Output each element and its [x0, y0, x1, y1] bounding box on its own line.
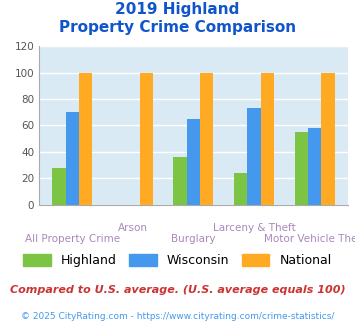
- Text: Compared to U.S. average. (U.S. average equals 100): Compared to U.S. average. (U.S. average …: [10, 285, 345, 295]
- Bar: [247, 108, 261, 205]
- Text: © 2025 CityRating.com - https://www.cityrating.com/crime-statistics/: © 2025 CityRating.com - https://www.city…: [21, 312, 334, 321]
- Bar: [261, 73, 274, 205]
- Bar: [234, 173, 247, 205]
- Text: Arson: Arson: [118, 223, 148, 233]
- Bar: [140, 73, 153, 205]
- Bar: [321, 73, 334, 205]
- Text: Property Crime Comparison: Property Crime Comparison: [59, 20, 296, 35]
- Text: Motor Vehicle Theft: Motor Vehicle Theft: [264, 234, 355, 244]
- Text: Burglary: Burglary: [171, 234, 216, 244]
- Text: 2019 Highland: 2019 Highland: [115, 2, 240, 16]
- Bar: [187, 119, 200, 205]
- Bar: [308, 128, 321, 205]
- Bar: [66, 112, 79, 205]
- Bar: [295, 132, 308, 205]
- Text: All Property Crime: All Property Crime: [25, 234, 120, 244]
- Bar: [200, 73, 213, 205]
- Text: Larceny & Theft: Larceny & Theft: [213, 223, 295, 233]
- Bar: [79, 73, 92, 205]
- Legend: Highland, Wisconsin, National: Highland, Wisconsin, National: [18, 249, 337, 272]
- Bar: [174, 157, 187, 205]
- Bar: [53, 168, 66, 205]
